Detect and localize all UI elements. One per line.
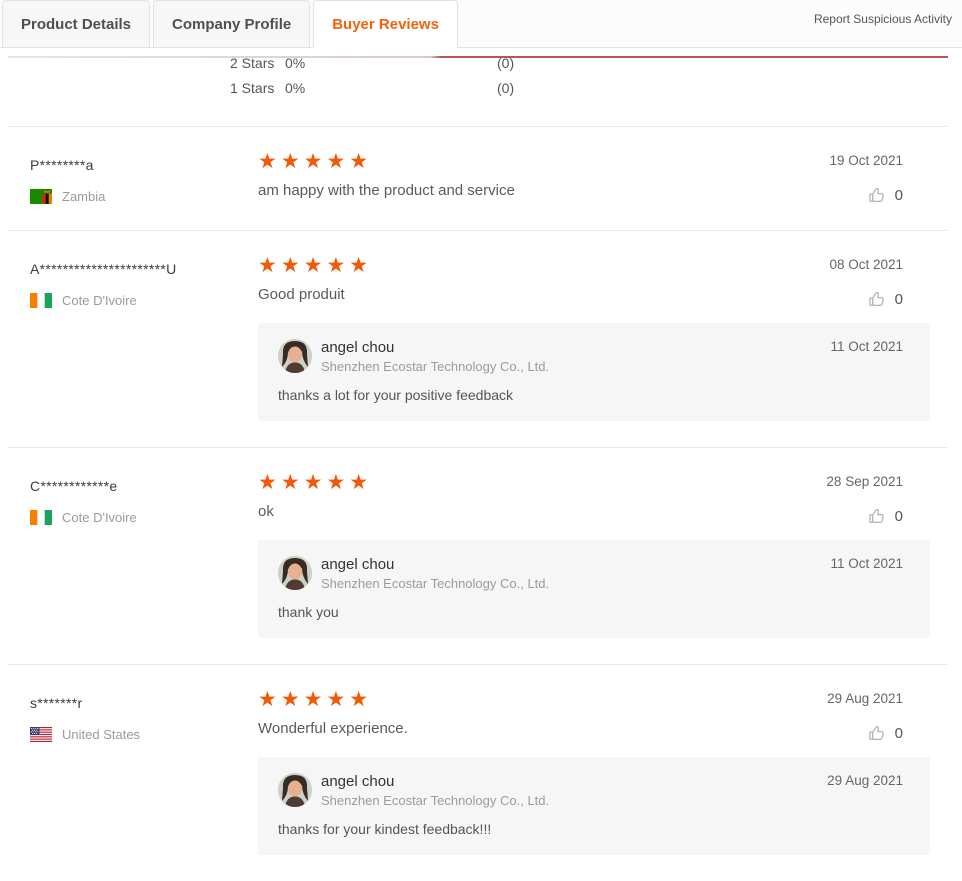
rating-breakdown: 2 Stars 0% (0) 1 Stars 0% (0) [8, 58, 948, 126]
rating-count: (0) [497, 58, 515, 71]
rating-label: 1 Stars [230, 80, 275, 96]
country-flag-icon [30, 293, 52, 308]
review-item: A**********************U Cote D'Ivoire ★… [8, 230, 948, 447]
seller-reply-header: angel chou Shenzhen Ecostar Technology C… [278, 556, 903, 591]
review-date: 29 Aug 2021 [827, 691, 903, 706]
star-rating: ★★★★★ [258, 471, 373, 494]
tab-bar: Product Details Company Profile Buyer Re… [0, 0, 962, 48]
rating-percent: 0% [285, 80, 306, 96]
thumbs-up-icon[interactable] [867, 506, 887, 526]
country-name: United States [62, 727, 141, 742]
helpful-count: 0 [894, 290, 903, 308]
seller-reply: angel chou Shenzhen Ecostar Technology C… [258, 323, 930, 421]
review-item: C************e Cote D'Ivoire ★★★★★ ok 28… [8, 447, 948, 664]
seller-reply-date: 29 Aug 2021 [827, 773, 903, 788]
seller-avatar [278, 339, 312, 373]
reviewer-country: Cote D'Ivoire [30, 510, 258, 525]
reviewer-name: C************e [30, 478, 118, 494]
country-flag-icon [30, 189, 52, 204]
helpful-button[interactable]: 0 [867, 506, 903, 526]
seller-identity: angel chou Shenzhen Ecostar Technology C… [321, 773, 549, 808]
report-suspicious-activity-link[interactable]: Report Suspicious Activity [813, 12, 952, 26]
country-name: Zambia [62, 189, 106, 204]
reviews-list: P********a Zambia ★★★★★ am happy with th… [8, 126, 948, 881]
seller-reply-text: thanks a lot for your positive feedback [278, 387, 514, 403]
seller-reply-header: angel chou Shenzhen Ecostar Technology C… [278, 773, 903, 808]
seller-reply-date: 11 Oct 2021 [830, 556, 903, 571]
review-text: am happy with the product and service [258, 182, 515, 199]
helpful-button[interactable]: 0 [867, 289, 903, 309]
seller-identity: angel chou Shenzhen Ecostar Technology C… [321, 556, 549, 591]
review-item: s*******r United States ★★★★★ Wonderful … [8, 664, 948, 881]
thumbs-up-icon[interactable] [867, 185, 887, 205]
review-date: 19 Oct 2021 [829, 153, 903, 168]
rating-label: 2 Stars [230, 58, 275, 71]
rating-count: (0) [497, 80, 515, 96]
seller-reply-date: 11 Oct 2021 [830, 339, 903, 354]
reviewer-block: A**********************U Cote D'Ivoire [30, 255, 258, 421]
country-name: Cote D'Ivoire [62, 293, 137, 308]
seller-name: angel chou [321, 773, 395, 790]
review-text: Wonderful experience. [258, 720, 408, 737]
seller-reply: angel chou Shenzhen Ecostar Technology C… [258, 540, 930, 638]
review-body: ★★★★★ Wonderful experience. 29 Aug 2021 … [258, 689, 948, 855]
reviewer-block: C************e Cote D'Ivoire [30, 472, 258, 638]
star-rating: ★★★★★ [258, 254, 373, 277]
reviewer-country: United States [30, 727, 258, 742]
rating-row-2-stars: 2 Stars 0% (0) [8, 58, 948, 76]
seller-company: Shenzhen Ecostar Technology Co., Ltd. [321, 576, 550, 591]
rating-percent: 0% [285, 58, 306, 71]
helpful-count: 0 [894, 724, 903, 742]
panel-top-divider [8, 56, 948, 58]
review-date: 08 Oct 2021 [829, 257, 903, 272]
country-name: Cote D'Ivoire [62, 510, 137, 525]
reviewer-name: A**********************U [30, 261, 177, 277]
seller-reply-header: angel chou Shenzhen Ecostar Technology C… [278, 339, 903, 374]
helpful-button[interactable]: 0 [867, 185, 903, 205]
review-body: ★★★★★ Good produit 08 Oct 2021 0 angel c… [258, 255, 948, 421]
reviewer-name: s*******r [30, 695, 83, 711]
seller-reply-text: thanks for your kindest feedback!!! [278, 821, 492, 837]
seller-identity: angel chou Shenzhen Ecostar Technology C… [321, 339, 549, 374]
helpful-button[interactable]: 0 [867, 723, 903, 743]
review-body: ★★★★★ am happy with the product and serv… [258, 151, 948, 204]
seller-name: angel chou [321, 339, 395, 356]
rating-row-1-stars: 1 Stars 0% (0) [8, 76, 948, 101]
star-rating: ★★★★★ [258, 150, 373, 173]
tab-product-details[interactable]: Product Details [2, 0, 151, 47]
reviewer-country: Cote D'Ivoire [30, 293, 258, 308]
tab-buyer-reviews[interactable]: Buyer Reviews [313, 0, 458, 48]
buyer-reviews-panel: 2 Stars 0% (0) 1 Stars 0% (0) P********a Z… [8, 48, 948, 881]
country-flag-icon [30, 727, 52, 742]
seller-avatar [278, 773, 312, 807]
reviewer-name: P********a [30, 157, 94, 173]
seller-company: Shenzhen Ecostar Technology Co., Ltd. [321, 793, 550, 808]
thumbs-up-icon[interactable] [867, 723, 887, 743]
reviewer-block: P********a Zambia [30, 151, 258, 204]
helpful-count: 0 [894, 186, 903, 204]
review-body: ★★★★★ ok 28 Sep 2021 0 angel chou Shenzh… [258, 472, 948, 638]
thumbs-up-icon[interactable] [867, 289, 887, 309]
star-rating: ★★★★★ [258, 688, 373, 711]
helpful-count: 0 [894, 507, 903, 525]
seller-reply: angel chou Shenzhen Ecostar Technology C… [258, 757, 930, 855]
review-item: P********a Zambia ★★★★★ am happy with th… [8, 126, 948, 230]
country-flag-icon [30, 510, 52, 525]
reviewer-country: Zambia [30, 189, 258, 204]
tab-company-profile[interactable]: Company Profile [153, 0, 311, 47]
seller-name: angel chou [321, 556, 395, 573]
seller-company: Shenzhen Ecostar Technology Co., Ltd. [321, 359, 550, 374]
seller-reply-text: thank you [278, 604, 339, 620]
reviewer-block: s*******r United States [30, 689, 258, 855]
review-text: Good produit [258, 286, 345, 303]
seller-avatar [278, 556, 312, 590]
review-text: ok [258, 503, 274, 520]
review-date: 28 Sep 2021 [826, 474, 903, 489]
